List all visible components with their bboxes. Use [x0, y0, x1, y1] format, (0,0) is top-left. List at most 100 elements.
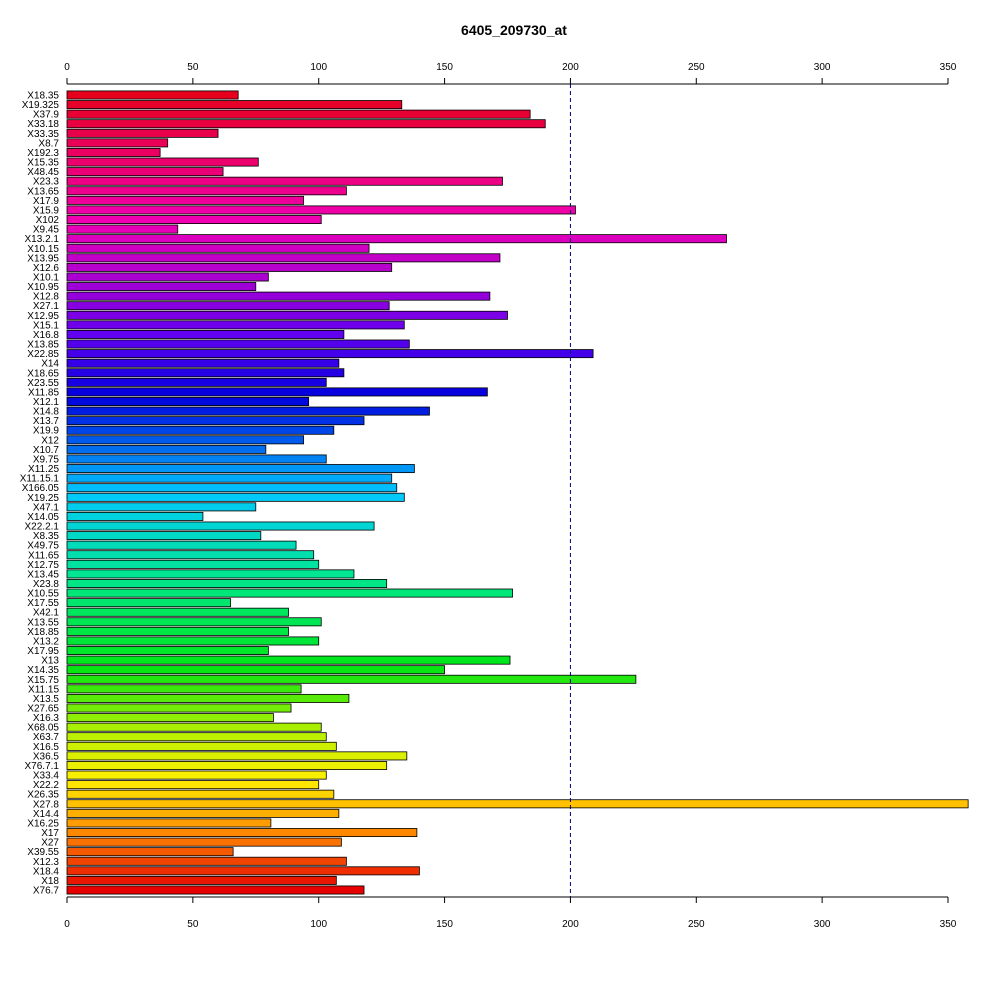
bottom-x-axis: 0 50 100 150 200 250 300 350 [64, 896, 957, 930]
bar [66, 205, 576, 215]
bar [66, 425, 335, 435]
category-label: X12.8 [33, 292, 60, 303]
chart-title: 6405_209730_at [461, 22, 567, 38]
bar [66, 598, 232, 608]
bar [66, 799, 969, 809]
category-label: X23.3 [33, 177, 60, 188]
bar [66, 789, 335, 799]
category-label: X12.75 [27, 560, 59, 571]
bar [66, 195, 305, 205]
bar [66, 780, 320, 790]
bar [66, 770, 327, 780]
bar [66, 272, 269, 282]
category-label: X13.85 [27, 340, 59, 351]
bottom-tick-label: 100 [310, 919, 327, 930]
category-label: X36.5 [33, 751, 60, 762]
bar [66, 444, 267, 454]
bar [66, 320, 405, 330]
category-label: X48.45 [27, 167, 59, 178]
bar [66, 674, 637, 684]
category-label: X37.9 [33, 110, 60, 121]
bar [66, 329, 345, 339]
bottom-tick-label: 50 [187, 919, 199, 930]
category-label: X19.25 [27, 493, 59, 504]
category-label: X17.9 [33, 196, 60, 207]
bar [66, 511, 204, 521]
bar [66, 837, 342, 847]
bar [66, 147, 161, 157]
category-label: X13.7 [33, 416, 60, 427]
bar [66, 761, 388, 770]
category-label: X63.7 [33, 732, 60, 743]
category-label: X13.5 [33, 694, 60, 705]
top-tick-label: 350 [940, 62, 957, 73]
bar [66, 483, 398, 493]
bar [66, 377, 327, 387]
bar [66, 473, 393, 483]
bottom-tick-label: 350 [940, 919, 957, 930]
bar [66, 215, 322, 224]
category-label: X15.1 [33, 320, 60, 331]
top-tick-label: 200 [562, 62, 579, 73]
category-label: X27 [41, 838, 59, 849]
top-tick-label: 0 [64, 62, 70, 73]
category-label: X13 [41, 656, 59, 667]
category-label: X14.4 [33, 809, 60, 820]
bar [66, 588, 513, 598]
category-label: X42.1 [33, 608, 60, 619]
bar [66, 607, 289, 617]
category-label: X27.65 [27, 704, 59, 715]
category-label: X18.85 [27, 627, 59, 638]
bar [66, 435, 305, 445]
bar [66, 665, 445, 675]
category-label: X19.9 [33, 426, 60, 437]
category-label: X13.2.1 [25, 234, 60, 245]
bar [66, 387, 488, 397]
category-label: X16.5 [33, 742, 60, 753]
category-label: X18.4 [33, 866, 60, 877]
top-tick-label: 300 [814, 62, 831, 73]
bar [66, 167, 224, 177]
bar [66, 559, 320, 569]
bar [66, 540, 297, 550]
bar [66, 531, 262, 541]
category-labels: X18.35X19.325X37.9X33.18X33.35X8.7X192.3… [20, 91, 60, 897]
bar [66, 90, 239, 100]
category-label: X102 [36, 215, 60, 226]
category-label: X19.325 [22, 100, 60, 111]
category-label: X11.15 [28, 684, 59, 695]
category-label: X18 [41, 876, 59, 887]
bar [66, 646, 269, 656]
category-label: X14 [41, 359, 59, 370]
category-label: X22.85 [27, 349, 59, 360]
bar [66, 358, 340, 368]
bar [66, 176, 503, 186]
bar [66, 703, 292, 713]
category-label: X49.75 [27, 541, 59, 552]
category-label: X14.05 [27, 512, 59, 523]
bottom-tick-label: 0 [64, 919, 70, 930]
bar [66, 454, 327, 464]
bar [66, 253, 501, 263]
bar [66, 368, 345, 378]
bar [66, 636, 320, 646]
category-label: X39.55 [27, 847, 59, 858]
bar [66, 186, 347, 196]
bar [66, 262, 393, 272]
bar [66, 128, 219, 138]
bar [66, 741, 337, 751]
top-x-axis: 0 50 100 150 200 250 300 350 [64, 62, 957, 85]
bar [66, 579, 388, 588]
category-label: X14.8 [33, 407, 60, 418]
category-label: X33.18 [27, 119, 59, 130]
category-label: X33.4 [33, 771, 60, 782]
bar [66, 684, 302, 694]
bar [66, 301, 390, 311]
bar [66, 464, 415, 474]
bar [66, 617, 322, 627]
category-label: X17.95 [27, 646, 59, 657]
bar [66, 291, 491, 301]
bar [66, 406, 430, 416]
bar [66, 109, 531, 119]
